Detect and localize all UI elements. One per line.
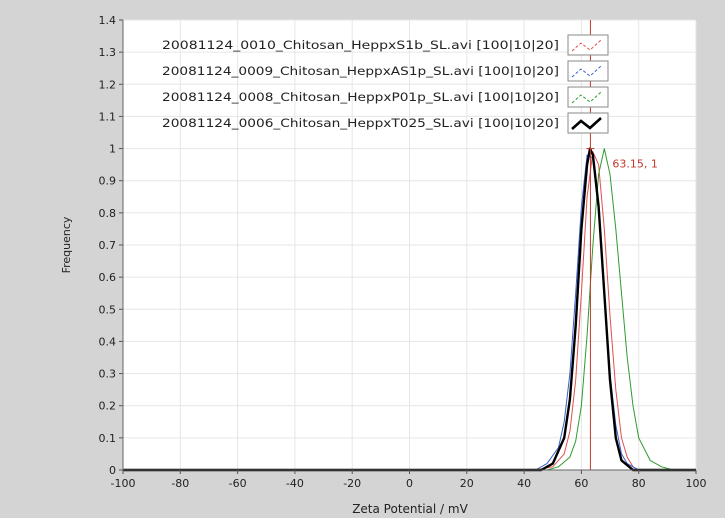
legend-swatch-line — [571, 39, 602, 52]
x-tick-label: -100 — [111, 477, 136, 490]
y-tick-label: 0 — [109, 464, 116, 477]
y-tick-label: 0.7 — [99, 239, 117, 252]
y-tick-label: 0.3 — [99, 368, 117, 381]
x-tick-label: 40 — [517, 477, 531, 490]
y-tick-label: 1.2 — [99, 78, 117, 91]
y-axis-label: Frequency — [60, 216, 73, 273]
y-tick-label: 1 — [109, 143, 116, 156]
legend-entry-label[interactable]: 20081124_0008_Chitosan_HeppxP01p_SL.avi … — [162, 90, 559, 104]
legend-entry-label[interactable]: 20081124_0006_Chitosan_HeppxT025_SL.avi … — [162, 116, 559, 130]
y-tick-label: 0.5 — [99, 303, 117, 316]
x-tick-label: -60 — [229, 477, 247, 490]
x-tick-label: 20 — [460, 477, 474, 490]
legend-swatch-line — [571, 91, 602, 104]
y-tick-label: 0.2 — [99, 400, 117, 413]
y-tick-label: 0.8 — [99, 207, 117, 220]
x-axis-label: Zeta Potential / mV — [352, 502, 468, 516]
y-tick-label: 1.1 — [99, 110, 117, 123]
y-tick-label: 0.6 — [99, 271, 117, 284]
cursor-label: 63.15, 1 — [612, 158, 657, 171]
legend-swatch-box[interactable] — [567, 60, 609, 82]
x-tick-label: 0 — [406, 477, 413, 490]
x-tick-label: -20 — [343, 477, 361, 490]
legend-swatch-line — [571, 117, 602, 130]
series-line-3 — [123, 148, 696, 471]
y-tick-label: 0.4 — [99, 335, 117, 348]
y-tick-label: 1.3 — [99, 46, 117, 59]
legend[interactable]: 20081124_0010_Chitosan_HeppxS1b_SL.avi [… — [162, 34, 609, 134]
legend-swatch-line — [571, 65, 602, 78]
series-line-1 — [123, 151, 696, 471]
x-tick-label: -80 — [171, 477, 189, 490]
axes: -100 -80 -60 -40 -20 0 20 40 60 80 100 0 0.1 0.2 0.3 0.… — [99, 14, 707, 490]
legend-entry-label[interactable]: 20081124_0010_Chitosan_HeppxS1b_SL.avi [… — [162, 38, 559, 52]
x-tick-label: -40 — [286, 477, 304, 490]
legend-swatch-box[interactable] — [567, 86, 609, 108]
x-tick-label: 80 — [632, 477, 646, 490]
legend-entry-label[interactable]: 20081124_0009_Chitosan_HeppxAS1p_SL.avi … — [162, 64, 559, 78]
y-tick-label: 0.9 — [99, 175, 117, 188]
x-tick-label: 60 — [574, 477, 588, 490]
legend-swatch-box[interactable] — [567, 34, 609, 56]
y-tick-label: 0.1 — [99, 432, 117, 445]
x-tick-label: 100 — [686, 477, 707, 490]
legend-swatch-box[interactable] — [567, 112, 609, 134]
y-tick-label: 1.4 — [99, 14, 117, 27]
